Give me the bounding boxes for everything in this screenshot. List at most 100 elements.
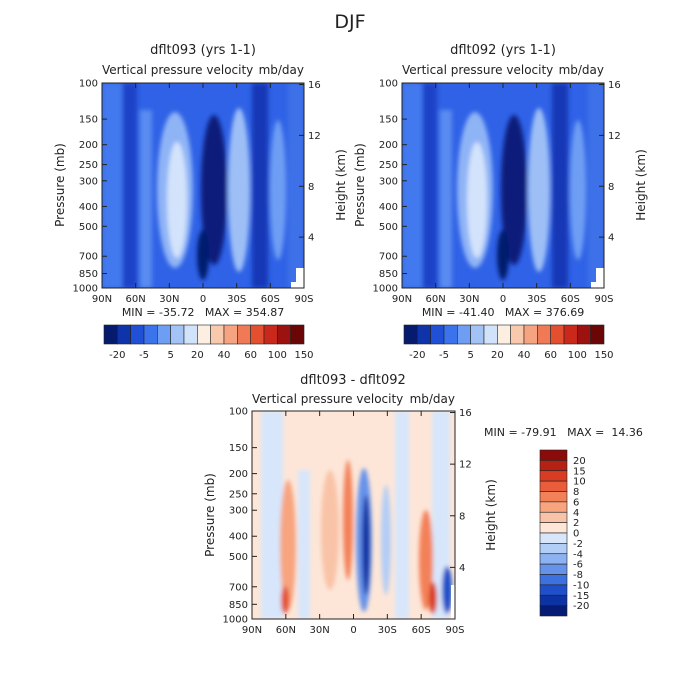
panel-b-subtitle-right: mb/day: [559, 63, 604, 77]
panel-a-band: [123, 83, 137, 288]
panel-a-y-tick-label: 500: [79, 222, 98, 233]
panel-diff-anomaly: [419, 510, 433, 610]
panel-b-x-tick-label: 90S: [594, 294, 613, 305]
panel-b-y-right-tick-label: 16: [608, 80, 621, 91]
panel-diff-colorbar-box: [539, 584, 568, 596]
panel-diff-min-max: MIN = -79.91 MAX = 14.36: [484, 426, 643, 439]
panel-b-y-right-tick-label: 12: [608, 131, 621, 142]
panel-diff-y-tick-label: 200: [229, 469, 248, 480]
panel-a-x-tick-label: 60N: [126, 294, 146, 305]
panel-b-y-right-tick-label: 4: [608, 233, 614, 244]
panel-a-colorbar-box: [157, 324, 171, 345]
panel-diff-anomaly: [343, 460, 353, 580]
panel-diff-band: [395, 411, 409, 619]
panel-b-x-tick-label: 30N: [459, 294, 479, 305]
panel-a-ylabel: Pressure (mb): [53, 143, 67, 227]
panel-diff-colorbar-box: [539, 522, 568, 534]
panel-diff-topo: [451, 585, 455, 619]
panel-a-x-tick-label: 30S: [227, 294, 246, 305]
panel-a-y-tick-label: 300: [79, 176, 98, 187]
panel-diff-y-tick-label: 100: [229, 407, 248, 418]
panel-a-axes: 90N 60N 30N 0 30S 60S 90S 100 150 200 250 300 400 500…: [73, 79, 321, 306]
panel-diff-y-right-tick-label: 16: [459, 408, 472, 419]
panel-a-topo: [291, 282, 296, 288]
panel-diff-colorbar-label: -4: [573, 549, 583, 560]
panel-a-colorbar-box: [170, 324, 185, 345]
panel-b-axes: 90N 60N 30N 0 30S 60S 90S 100 150 200 250 300 400 500…: [373, 79, 621, 306]
panel-diff: dflt093 - dflt092 Vertical pressure velo…: [203, 373, 643, 636]
panel-diff-colorbar-label: 20: [573, 456, 586, 467]
panel-diff-colorbar-box: [539, 532, 568, 544]
panel-b-colorbar-box: [510, 324, 525, 345]
panel-b-colorbar-label: 20: [491, 350, 504, 361]
panel-a-subtitle-right: mb/day: [259, 63, 304, 77]
panel-b-ascent-core: [467, 142, 487, 258]
panel-b-colorbar-box: [417, 324, 431, 345]
panel-b-colorbar-box: [470, 324, 485, 345]
panel-b-x-tick-label: 60S: [561, 294, 580, 305]
panel-b-band: [552, 83, 568, 288]
panel-b-title: dflt092 (yrs 1-1): [450, 43, 556, 58]
panel-a-y-tick-label: 1000: [73, 284, 98, 295]
panel-a-colorbar-box: [210, 324, 225, 345]
panel-diff-title: dflt093 - dflt092: [300, 373, 406, 388]
panel-b-x-tick-label: 60N: [426, 294, 446, 305]
panel-b-colorbar-label: -20: [409, 350, 425, 361]
panel-a-plot-area: [102, 83, 304, 288]
panel-diff-colorbar-box: [539, 501, 568, 513]
panel-a-y-right-tick-label: 12: [308, 131, 321, 142]
panel-a-x-tick-label: 0: [200, 294, 206, 305]
panel-a-colorbar-box: [263, 324, 278, 345]
panel-a-y-right-tick-label: 16: [308, 80, 321, 91]
panel-diff-colorbar-box: [539, 543, 568, 555]
panel-diff-colorbar-label: 2: [573, 518, 579, 529]
panel-b-band: [402, 83, 422, 288]
panel-a-x-tick-label: 60S: [261, 294, 280, 305]
panel-diff-colorbar-box: [539, 480, 568, 492]
panel-a-ascent-core: [228, 108, 250, 272]
panel-diff-x-tick-label: 30N: [310, 625, 330, 636]
panel-a-descent-core: [201, 115, 227, 265]
panel-a-y-tick-label: 400: [79, 202, 98, 213]
panel-diff-colorbar-box: [539, 470, 568, 482]
panel-diff-anomaly: [442, 566, 452, 614]
panel-a-topo: [296, 268, 304, 288]
panel-b-colorbar-label: 60: [544, 350, 557, 361]
panel-b-band: [423, 83, 437, 288]
panel-b-colorbar-box: [403, 324, 418, 345]
panel-diff-x-tick-label: 90N: [242, 625, 262, 636]
panel-b-y-tick-label: 300: [379, 176, 398, 187]
panel-a-colorbar-box: [277, 324, 291, 345]
panel-b-colorbar-label: 40: [518, 350, 531, 361]
panel-diff-subtitle-left: Vertical pressure velocity: [252, 392, 403, 406]
panel-diff-colorbar-label: -20: [573, 601, 589, 612]
panel-a-colorbar-label: 20: [191, 350, 204, 361]
panel-b-colorbar-box: [443, 324, 458, 345]
panel-b-y-tick-label: 500: [379, 222, 398, 233]
panel-b-descent-core: [501, 115, 527, 265]
panel-diff-y-tick-label: 150: [229, 443, 248, 454]
panel-b-colorbar-box: [457, 324, 471, 345]
panel-b-colorbar-label: 150: [594, 350, 613, 361]
panel-diff-x-tick-label: 60S: [412, 625, 431, 636]
panel-diff-colorbar-label: -6: [573, 560, 583, 571]
panel-b-ascent-core: [570, 120, 586, 260]
panel-a-colorbar: -20 -5 5 20 40 60 100 150: [103, 324, 314, 361]
panel-b-y-tick-label: 850: [379, 269, 398, 280]
panel-b-colorbar-box: [497, 324, 511, 345]
panel-diff-y-tick-label: 250: [229, 489, 248, 500]
panel-b-colorbar-box: [577, 324, 591, 345]
panel-b-colorbar-box: [523, 324, 538, 345]
panel-b-ylabel: Pressure (mb): [353, 143, 367, 227]
panel-a: dflt093 (yrs 1-1) Vertical pressure velo…: [53, 43, 348, 361]
panel-diff-x-tick-label: 90S: [445, 625, 464, 636]
panel-b-min-max: MIN = -41.40 MAX = 376.69: [422, 306, 584, 319]
panel-b-ascent-core: [528, 108, 550, 272]
panel-diff-subtitle-right: mb/day: [410, 392, 455, 406]
panel-diff-y-tick-label: 700: [229, 582, 248, 593]
panel-diff-colorbar-label: -8: [573, 570, 583, 581]
panel-diff-colorbar-label: 4: [573, 508, 579, 519]
panel-a-y-tick-label: 700: [79, 252, 98, 263]
panel-a-subtitle-left: Vertical pressure velocity: [102, 63, 253, 77]
